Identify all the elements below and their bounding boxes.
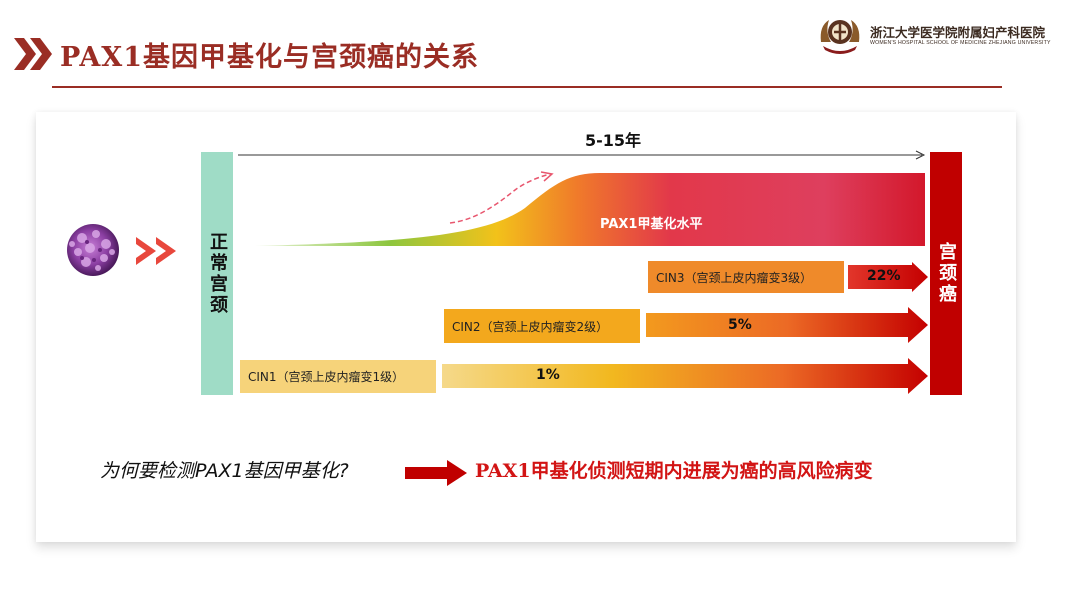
answer-text: PAX1甲基化侦测短期内进展为癌的高风险病变 <box>475 460 873 482</box>
cin2-progress-arrow <box>646 307 928 343</box>
cin2-risk-value: 5% <box>728 317 752 333</box>
cin1-progress-arrow <box>442 358 928 394</box>
hospital-name-en: WOMEN'S HOSPITAL SCHOOL OF MEDICINE ZHEJ… <box>870 40 1051 46</box>
timespan-label: 5-15年 <box>585 131 642 150</box>
chevron-right-icon <box>14 38 52 70</box>
cervical-cancer-bar <box>930 152 962 395</box>
cin1-box: CIN1（宫颈上皮内瘤变1级） <box>240 360 436 393</box>
question-text: 为何要检测PAX1基因甲基化? <box>100 460 349 482</box>
double-chevron-icon <box>136 237 176 265</box>
title-divider <box>52 86 1002 88</box>
cervical-cancer-label: 宫颈癌 <box>936 242 957 305</box>
hospital-name-cn: 浙江大学医学院附属妇产科医院 <box>870 25 1046 40</box>
cin2-box: CIN2（宫颈上皮内瘤变2级） <box>444 309 640 343</box>
methylation-curve <box>255 171 925 246</box>
cin3-progress-arrow <box>848 262 928 292</box>
hospital-logo-icon <box>820 20 860 54</box>
cin3-risk-value: 22% <box>867 268 901 284</box>
methylation-level-label: PAX1甲基化水平 <box>600 217 703 232</box>
timeline-arrow <box>238 150 926 160</box>
normal-cervix-bar <box>201 152 233 395</box>
cancer-cell-icon <box>67 224 119 276</box>
page-title: PAX1基因甲基化与宫颈癌的关系 <box>60 42 480 73</box>
answer-arrow-icon <box>405 460 467 486</box>
cin3-box: CIN3（宫颈上皮内瘤变3级） <box>648 261 844 293</box>
normal-cervix-label: 正常宫颈 <box>207 231 228 316</box>
cin1-risk-value: 1% <box>536 367 560 383</box>
